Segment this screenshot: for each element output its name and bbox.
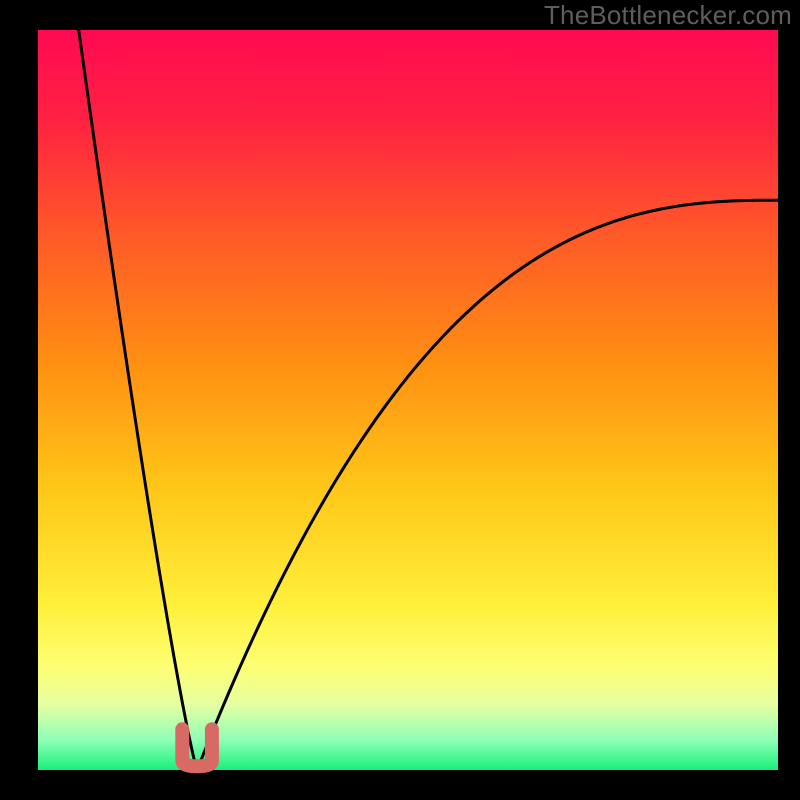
- bottleneck-chart: [0, 0, 800, 800]
- chart-background: [38, 30, 778, 770]
- chart-stage: TheBottlenecker.com: [0, 0, 800, 800]
- watermark-text: TheBottlenecker.com: [544, 0, 792, 31]
